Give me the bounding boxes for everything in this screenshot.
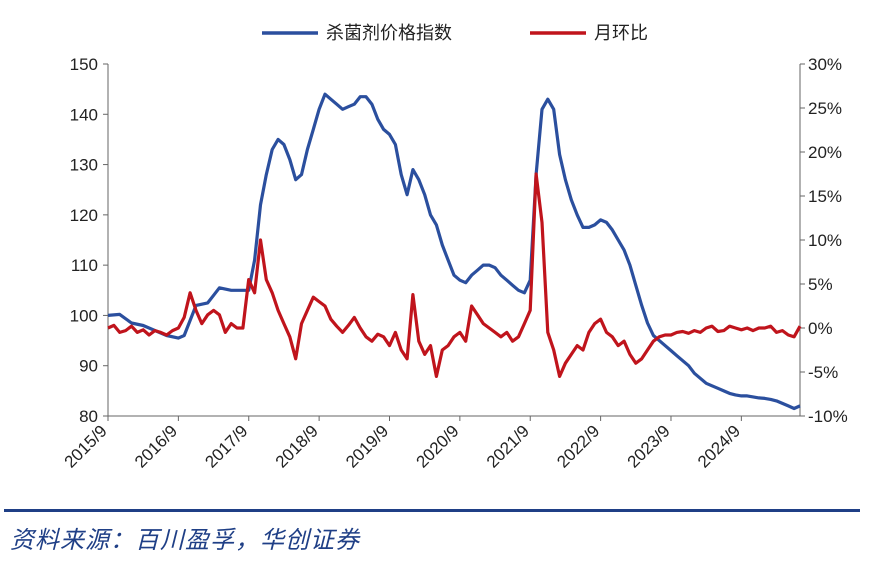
y-left-tick-label: 80	[79, 407, 98, 426]
y-right-tick-label: 5%	[808, 275, 833, 294]
source-divider	[4, 509, 860, 512]
x-tick-label: 2024/9	[694, 421, 744, 471]
x-tick-label: 2018/9	[272, 421, 322, 471]
y-right-tick-label: 0%	[808, 319, 833, 338]
x-tick-label: 2019/9	[342, 421, 392, 471]
y-left-tick-label: 150	[70, 55, 98, 74]
legend-label-index: 杀菌剂价格指数	[326, 23, 452, 44]
series-line-index	[107, 92, 801, 411]
series-layer	[107, 92, 802, 411]
y-right-tick-label: 30%	[808, 55, 842, 74]
y-left-tick-label: 120	[70, 206, 98, 225]
y-right-tick-label: -5%	[808, 363, 838, 382]
x-tick-label: 2023/9	[624, 421, 674, 471]
y-right-tick-label: 15%	[808, 187, 842, 206]
x-tick-label: 2021/9	[483, 421, 533, 471]
y-left-tick-label: 110	[71, 256, 98, 275]
chart: 杀菌剂价格指数 月环比 80 90 100 110 120 130 140 150 -10% -5%…	[61, 23, 848, 472]
x-tick-label: 2022/9	[553, 421, 603, 471]
y-left-tick-label: 90	[79, 357, 98, 376]
x-tick-label: 2017/9	[201, 421, 251, 471]
x-tick-label: 2020/9	[412, 421, 462, 471]
y-right-tick-label: 20%	[808, 143, 842, 162]
legend-label-mom: 月环比	[594, 23, 648, 44]
y-right-tick-label: -10%	[808, 407, 848, 426]
series-line-mom	[107, 172, 802, 378]
x-tick-label: 2016/9	[131, 421, 181, 471]
legend: 杀菌剂价格指数 月环比	[262, 23, 648, 44]
y-left-tick-label: 130	[70, 156, 98, 175]
y-left-tick-label: 100	[70, 306, 98, 325]
y-left-tick-label: 140	[70, 105, 98, 124]
y-right-tick-label: 25%	[808, 99, 842, 118]
axes: 80 90 100 110 120 130 140 150 -10% -5% 0% 5% 10% 15% 2…	[61, 55, 848, 472]
y-right-tick-label: 10%	[808, 231, 842, 250]
source-note: 资料来源：百川盈孚，华创证券	[10, 526, 360, 554]
x-tick-label: 2015/9	[61, 421, 111, 471]
